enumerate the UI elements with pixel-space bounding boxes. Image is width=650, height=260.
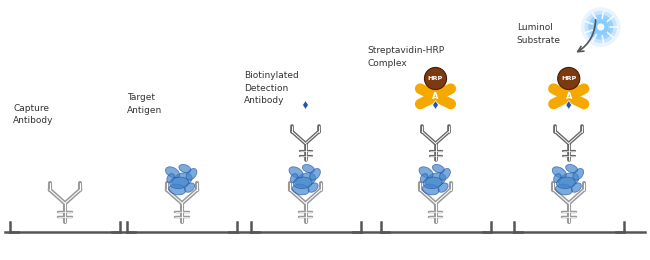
Ellipse shape xyxy=(167,174,174,183)
Circle shape xyxy=(558,67,580,89)
Ellipse shape xyxy=(186,168,197,180)
Circle shape xyxy=(592,18,610,36)
Ellipse shape xyxy=(556,184,573,195)
Circle shape xyxy=(597,23,604,31)
Ellipse shape xyxy=(291,174,298,183)
Circle shape xyxy=(588,14,614,40)
Ellipse shape xyxy=(172,173,192,187)
Ellipse shape xyxy=(179,165,191,173)
Polygon shape xyxy=(566,101,572,109)
Ellipse shape xyxy=(309,168,320,180)
Ellipse shape xyxy=(439,168,450,180)
Ellipse shape xyxy=(169,184,186,195)
Ellipse shape xyxy=(554,174,561,183)
Ellipse shape xyxy=(295,173,316,187)
Ellipse shape xyxy=(308,183,318,192)
Ellipse shape xyxy=(432,165,445,173)
Ellipse shape xyxy=(423,177,442,188)
Ellipse shape xyxy=(552,167,566,178)
Text: A: A xyxy=(432,92,439,101)
Circle shape xyxy=(424,67,447,89)
Ellipse shape xyxy=(421,174,428,183)
Text: A: A xyxy=(566,92,572,101)
Text: Target
Antigen: Target Antigen xyxy=(127,93,162,115)
Circle shape xyxy=(593,19,609,35)
Circle shape xyxy=(581,7,621,47)
Circle shape xyxy=(584,11,617,43)
Ellipse shape xyxy=(419,167,433,178)
Ellipse shape xyxy=(425,173,446,187)
Text: Biotinylated
Detection
Antibody: Biotinylated Detection Antibody xyxy=(244,72,298,105)
Ellipse shape xyxy=(438,183,448,192)
Text: HRP: HRP xyxy=(428,76,443,81)
Ellipse shape xyxy=(571,183,581,192)
Polygon shape xyxy=(433,101,438,109)
Ellipse shape xyxy=(289,167,303,178)
Ellipse shape xyxy=(166,167,179,178)
Ellipse shape xyxy=(558,173,579,187)
Ellipse shape xyxy=(573,168,584,180)
Text: HRP: HRP xyxy=(561,76,577,81)
Text: Streptavidin-HRP
Complex: Streptavidin-HRP Complex xyxy=(367,47,445,68)
Ellipse shape xyxy=(422,184,439,195)
Ellipse shape xyxy=(302,165,315,173)
Text: Luminol
Substrate: Luminol Substrate xyxy=(517,23,561,44)
Ellipse shape xyxy=(170,177,188,188)
Ellipse shape xyxy=(566,165,578,173)
Ellipse shape xyxy=(292,184,309,195)
Ellipse shape xyxy=(556,177,575,188)
Ellipse shape xyxy=(293,177,312,188)
Ellipse shape xyxy=(185,183,194,192)
Text: Capture
Antibody: Capture Antibody xyxy=(13,104,53,125)
Polygon shape xyxy=(302,101,309,109)
